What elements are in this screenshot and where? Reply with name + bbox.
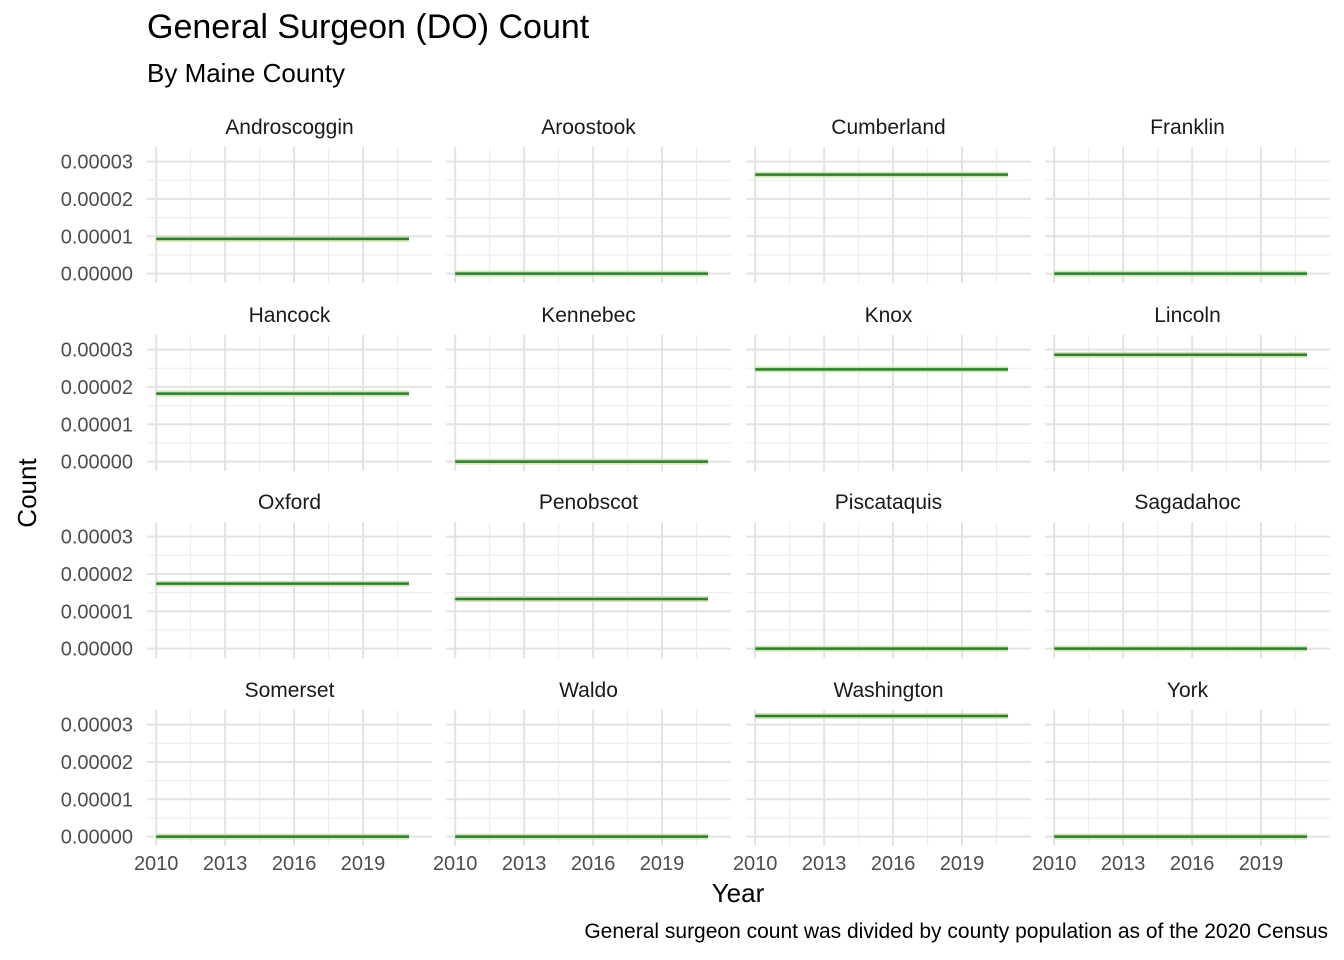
- y-tick-label: 0.00002: [61, 752, 133, 774]
- y-tick-label: 0.00003: [61, 715, 133, 737]
- facet-label: Penobscot: [539, 491, 638, 514]
- facet-label: York: [1167, 679, 1209, 702]
- y-tick-label: 0.00001: [61, 601, 133, 623]
- facet-label: Hancock: [249, 304, 331, 327]
- x-tick-label: 2010: [433, 853, 478, 875]
- x-tick-label: 2019: [1239, 853, 1284, 875]
- facet-label: Androscoggin: [225, 116, 353, 139]
- facet-label: Waldo: [559, 679, 618, 702]
- facet-label: Sagadahoc: [1134, 491, 1240, 514]
- x-tick-label: 2016: [272, 853, 317, 875]
- y-tick-label: 0.00001: [61, 789, 133, 811]
- facet-label: Kennebec: [541, 304, 636, 327]
- x-tick-label: 2013: [203, 853, 248, 875]
- x-axis-title: Year: [712, 878, 765, 908]
- x-tick-label: 2019: [341, 853, 386, 875]
- facet-label: Somerset: [245, 679, 335, 702]
- y-tick-label: 0.00000: [61, 639, 133, 661]
- x-tick-label: 2016: [571, 853, 616, 875]
- x-tick-label: 2010: [1032, 853, 1077, 875]
- facet-label: Aroostook: [541, 116, 636, 139]
- y-tick-label: 0.00002: [61, 377, 133, 399]
- facet-label: Knox: [865, 304, 913, 327]
- x-tick-label: 2013: [1101, 853, 1146, 875]
- x-tick-label: 2019: [940, 853, 985, 875]
- facet-label: Franklin: [1150, 116, 1225, 139]
- x-tick-label: 2019: [640, 853, 685, 875]
- chart-caption: General surgeon count was divided by cou…: [584, 920, 1328, 943]
- x-tick-label: 2016: [871, 853, 916, 875]
- facet-label: Lincoln: [1154, 304, 1221, 327]
- y-tick-label: 0.00003: [61, 340, 133, 362]
- y-tick-label: 0.00001: [61, 414, 133, 436]
- y-tick-label: 0.00000: [61, 264, 133, 286]
- facet-label: Washington: [833, 679, 943, 702]
- x-tick-label: 2010: [134, 853, 179, 875]
- chart-subtitle: By Maine County: [147, 58, 345, 88]
- x-tick-label: 2016: [1170, 853, 1215, 875]
- y-tick-label: 0.00000: [61, 452, 133, 474]
- y-tick-label: 0.00000: [61, 827, 133, 849]
- facet-label: Piscataquis: [835, 491, 942, 514]
- y-tick-label: 0.00003: [61, 527, 133, 549]
- y-axis-title: Count: [12, 458, 42, 528]
- x-tick-label: 2013: [802, 853, 847, 875]
- y-tick-label: 0.00002: [61, 189, 133, 211]
- facet-label: Cumberland: [831, 116, 945, 139]
- x-tick-label: 2013: [502, 853, 547, 875]
- x-tick-label: 2010: [733, 853, 778, 875]
- facet-label: Oxford: [258, 491, 321, 514]
- chart-title: General Surgeon (DO) Count: [147, 8, 590, 46]
- y-tick-label: 0.00002: [61, 564, 133, 586]
- y-tick-label: 0.00001: [61, 226, 133, 248]
- y-tick-label: 0.00003: [61, 152, 133, 174]
